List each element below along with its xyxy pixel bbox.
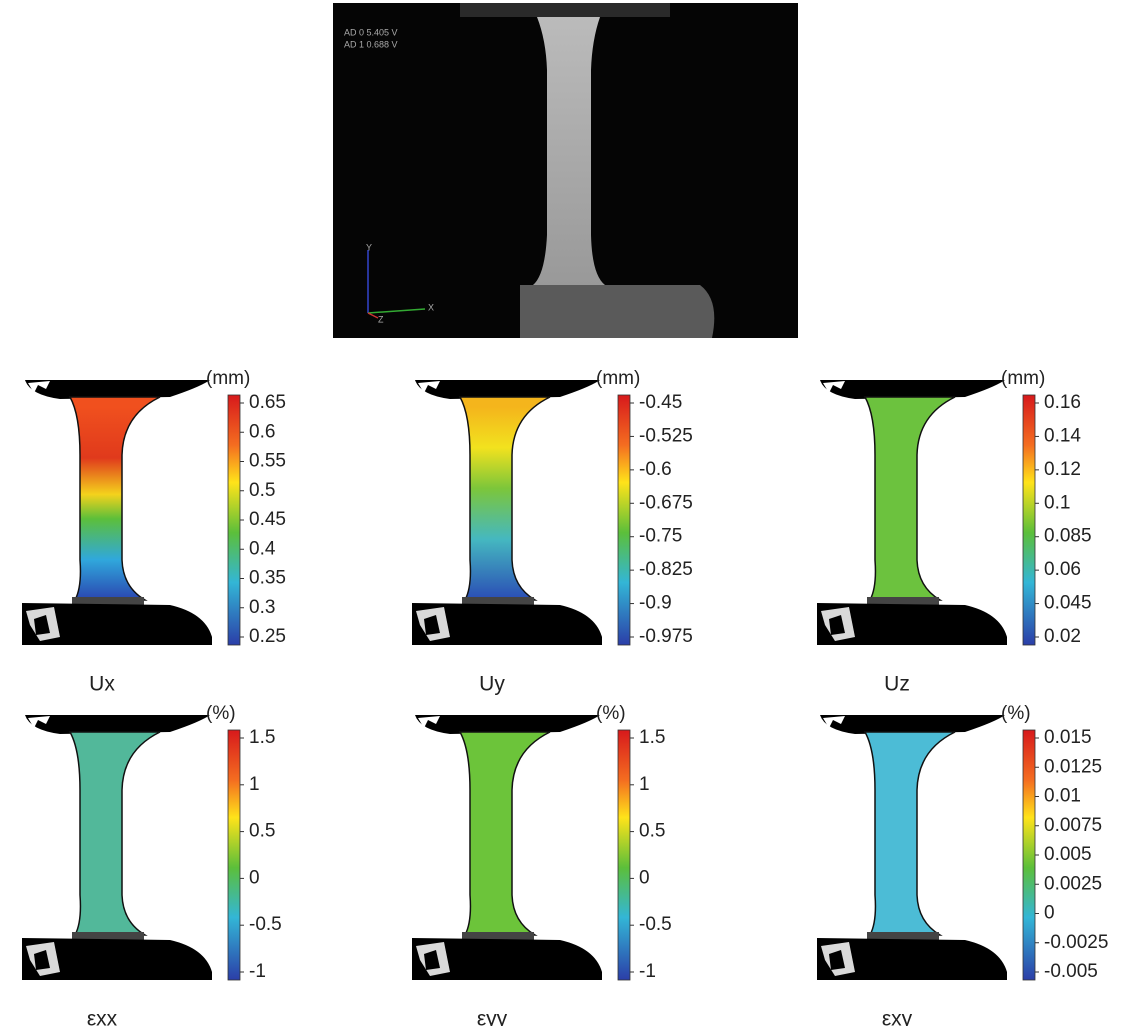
unit-label: (mm) <box>206 368 250 389</box>
specimen <box>460 732 550 935</box>
page: AD 0 5.405 V AD 1 0.688 V Y X Z (mm) 0.65… <box>0 0 1137 1026</box>
tick-label: -0.005 <box>1044 961 1098 982</box>
tick-label: 0.35 <box>249 568 286 589</box>
tick-label: 1.5 <box>639 727 665 748</box>
caption: Uy <box>479 673 505 696</box>
tick-label: 0.6 <box>249 421 275 442</box>
tick-label: 0.16 <box>1044 392 1081 413</box>
lower-grip <box>520 285 714 338</box>
tick-label: -0.45 <box>639 392 682 413</box>
colorbar <box>618 395 630 645</box>
figure: AD 0 5.405 V AD 1 0.688 V Y X Z (mm) 0.65… <box>0 0 1137 1026</box>
axis-label: Z <box>378 314 384 324</box>
tick-label: 1.5 <box>249 727 275 748</box>
tick-label: 0.14 <box>1044 425 1081 446</box>
tick-label: -0.675 <box>639 492 693 513</box>
tick-label: 0.045 <box>1044 593 1092 614</box>
colorbar <box>228 730 240 980</box>
tick-label: 0 <box>1044 903 1055 924</box>
specimen <box>460 397 550 600</box>
tick-label: 0.0025 <box>1044 873 1102 894</box>
tick-label: 0.65 <box>249 392 286 413</box>
caption: εyy <box>477 1008 508 1026</box>
tick-label: 0.5 <box>639 821 665 842</box>
tick-label: -1 <box>639 961 656 982</box>
caption: εxx <box>87 1008 118 1026</box>
tick-label: 0 <box>249 867 260 888</box>
tick-label: 0.015 <box>1044 727 1092 748</box>
colorbar <box>618 730 630 980</box>
clamp-edge <box>462 597 534 605</box>
camera-image: AD 0 5.405 V AD 1 0.688 V Y X Z <box>333 3 798 338</box>
panel: (%) 0.015 0.0125 0.01 0.0075 0.005 0.0025 0 -0.0… <box>817 703 1108 1026</box>
colorbar <box>1023 730 1035 980</box>
caption: εxy <box>882 1008 913 1026</box>
panel: (%) 1.5 1 0.5 0 -0.5 -1 εxx <box>22 703 282 1026</box>
colorbar <box>228 395 240 645</box>
tick-label: 0.02 <box>1044 626 1081 647</box>
tick-label: -0.525 <box>639 425 693 446</box>
tick-label: 0.25 <box>249 626 286 647</box>
specimen <box>70 397 160 600</box>
tick-label: 0.0075 <box>1044 815 1102 836</box>
tick-label: -0.9 <box>639 593 672 614</box>
unit-label: (%) <box>206 703 236 724</box>
unit-label: (mm) <box>1001 368 1045 389</box>
specimen <box>865 397 955 600</box>
tick-label: 0.06 <box>1044 559 1081 580</box>
tick-label: -0.0025 <box>1044 932 1108 953</box>
tick-label: 0.12 <box>1044 459 1081 480</box>
colorbar <box>1023 395 1035 645</box>
tick-label: 0.5 <box>249 821 275 842</box>
tick-label: 0.005 <box>1044 844 1092 865</box>
tick-label: 1 <box>249 774 260 795</box>
tick-label: 0.085 <box>1044 526 1092 547</box>
tick-label: -0.825 <box>639 559 693 580</box>
specimen <box>70 732 160 935</box>
upper-grip <box>460 3 670 17</box>
clamp-edge <box>462 932 534 940</box>
axis-label: Y <box>366 242 372 252</box>
clamp-edge <box>867 597 939 605</box>
tick-label: 0.55 <box>249 451 286 472</box>
tick-label: 1 <box>639 774 650 795</box>
upper-grip <box>25 715 210 734</box>
axis-label: X <box>428 302 434 312</box>
specimen <box>865 732 955 935</box>
panel: (mm) -0.45 -0.525 -0.6 -0.675 -0.75 -0.825 -0.9… <box>412 368 693 696</box>
caption: Uz <box>884 673 910 696</box>
unit-label: (%) <box>1001 703 1031 724</box>
panel: (mm) 0.16 0.14 0.12 0.1 0.085 0.06 0.045 0.02 Uz <box>817 368 1092 696</box>
tick-label: 0.1 <box>1044 492 1070 513</box>
tick-label: 0 <box>639 867 650 888</box>
tick-label: 0.0125 <box>1044 756 1102 777</box>
upper-grip <box>820 380 1005 399</box>
tick-label: -0.75 <box>639 526 682 547</box>
upper-grip <box>415 380 600 399</box>
caption: Ux <box>89 673 115 696</box>
unit-label: (mm) <box>596 368 640 389</box>
readout: AD 1 0.688 V <box>344 39 398 49</box>
tick-label: -1 <box>249 961 266 982</box>
tick-label: 0.4 <box>249 538 276 559</box>
unit-label: (%) <box>596 703 626 724</box>
clamp-edge <box>72 597 144 605</box>
upper-grip <box>820 715 1005 734</box>
tick-label: 0.01 <box>1044 786 1081 807</box>
clamp-edge <box>867 932 939 940</box>
tick-label: -0.5 <box>639 914 672 935</box>
tick-label: -0.975 <box>639 626 693 647</box>
readout: AD 0 5.405 V <box>344 27 398 37</box>
upper-grip <box>415 715 600 734</box>
tick-label: -0.5 <box>249 914 282 935</box>
upper-grip <box>25 380 210 399</box>
panel: (%) 1.5 1 0.5 0 -0.5 -1 εyy <box>412 703 672 1026</box>
clamp-edge <box>72 932 144 940</box>
tick-label: -0.6 <box>639 459 672 480</box>
tick-label: 0.3 <box>249 597 275 618</box>
tick-label: 0.5 <box>249 480 275 501</box>
tick-label: 0.45 <box>249 509 286 530</box>
panel: (mm) 0.65 0.6 0.55 0.5 0.45 0.4 0.35 0.3 0.25 Ux <box>22 368 286 696</box>
